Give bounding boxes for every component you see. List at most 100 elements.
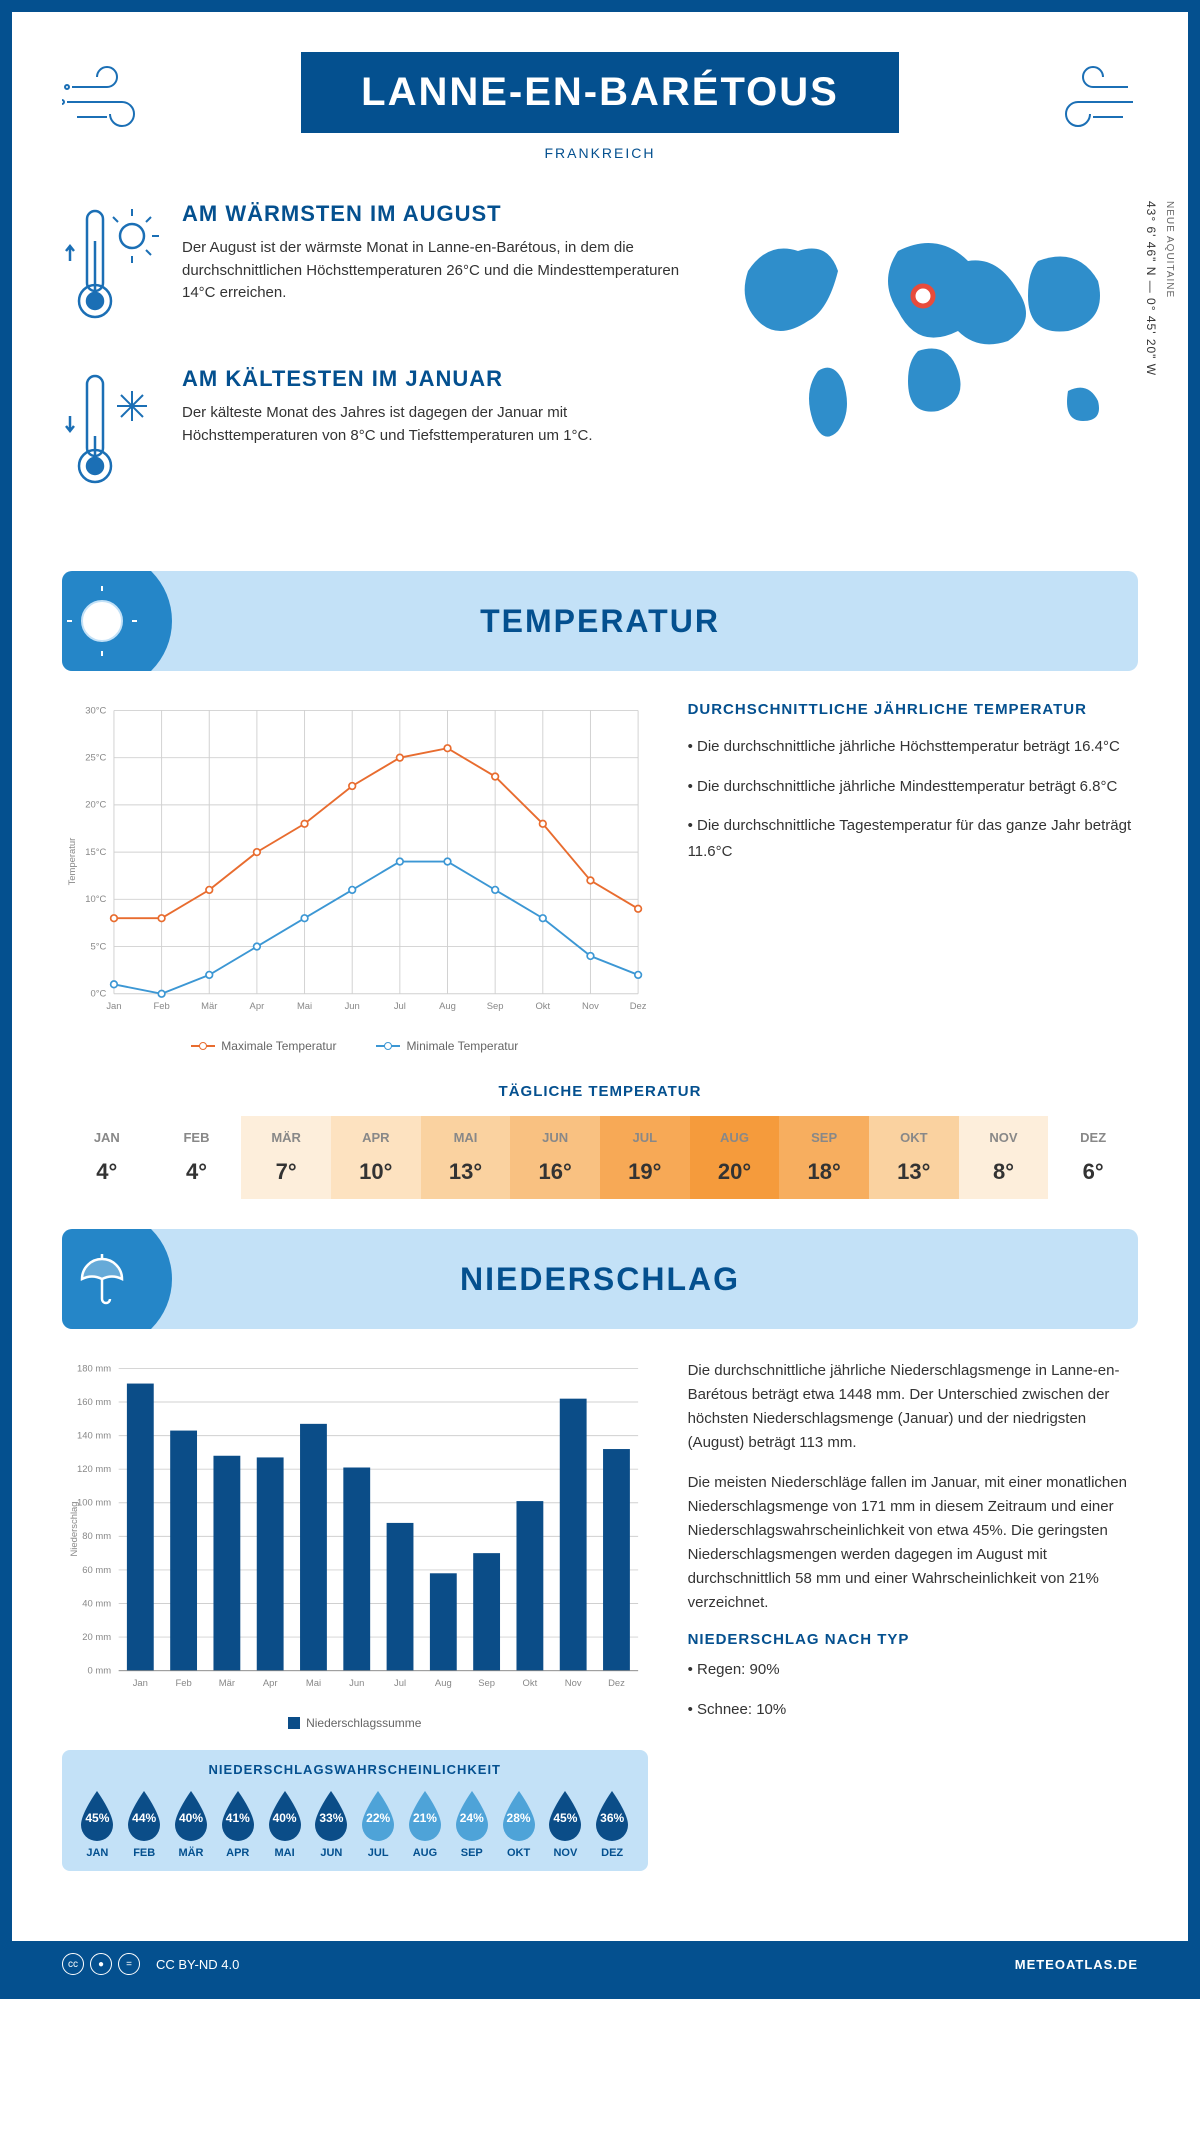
- page-frame: LANNE-EN-BARÉTOUS FRANKREICH AM WÄRMSTEN…: [0, 0, 1200, 1999]
- svg-text:Sep: Sep: [487, 1001, 504, 1012]
- svg-text:160 mm: 160 mm: [77, 1397, 111, 1408]
- warmest-title: AM WÄRMSTEN IM AUGUST: [182, 201, 688, 227]
- warmest-fact: AM WÄRMSTEN IM AUGUST Der August ist der…: [62, 201, 688, 336]
- daily-cell: OKT 13°: [869, 1116, 959, 1199]
- precipitation-banner: NIEDERSCHLAG: [62, 1229, 1138, 1329]
- svg-text:15°C: 15°C: [85, 847, 106, 858]
- coordinates: 43° 6' 46" N — 0° 45' 20" W: [1144, 201, 1158, 376]
- umbrella-icon: [62, 1229, 172, 1329]
- probability-drop: 36% DEZ: [591, 1789, 633, 1859]
- by-icon: ●: [90, 1953, 112, 1975]
- temp-bullet: • Die durchschnittliche jährliche Höchst…: [688, 734, 1138, 760]
- svg-text:Apr: Apr: [250, 1001, 265, 1012]
- svg-text:Nov: Nov: [582, 1001, 599, 1012]
- svg-text:Mai: Mai: [297, 1001, 312, 1012]
- nd-icon: =: [118, 1953, 140, 1975]
- svg-text:Niederschlag: Niederschlag: [69, 1502, 80, 1557]
- cc-icon: cc: [62, 1953, 84, 1975]
- svg-text:Jan: Jan: [106, 1001, 121, 1012]
- site-name: METEOATLAS.DE: [1015, 1957, 1138, 1972]
- temp-bullet: • Die durchschnittliche jährliche Mindes…: [688, 774, 1138, 800]
- svg-text:Aug: Aug: [435, 1678, 452, 1689]
- svg-text:Jun: Jun: [345, 1001, 360, 1012]
- country-label: FRANKREICH: [62, 145, 1138, 161]
- svg-text:Sep: Sep: [478, 1678, 495, 1689]
- thermometer-sun-icon: [62, 201, 162, 336]
- svg-text:Dez: Dez: [630, 1001, 647, 1012]
- daily-cell: SEP 18°: [779, 1116, 869, 1199]
- license-text: CC BY-ND 4.0: [156, 1957, 239, 1972]
- svg-text:Feb: Feb: [175, 1678, 191, 1689]
- precipitation-content: 0 mm20 mm40 mm60 mm80 mm100 mm120 mm140 …: [62, 1359, 1138, 1871]
- precipitation-text: Die durchschnittliche jährliche Niedersc…: [688, 1359, 1138, 1871]
- legend-min: Minimale Temperatur: [376, 1039, 518, 1053]
- daily-cell: APR 10°: [331, 1116, 421, 1199]
- legend-precip: Niederschlagssumme: [288, 1716, 421, 1730]
- svg-text:Okt: Okt: [523, 1678, 538, 1689]
- probability-drop: 40% MAI: [264, 1789, 306, 1859]
- svg-text:30°C: 30°C: [85, 705, 106, 716]
- section-title: NIEDERSCHLAG: [62, 1261, 1138, 1298]
- svg-text:20°C: 20°C: [85, 800, 106, 811]
- probability-drop: 24% SEP: [451, 1789, 493, 1859]
- svg-text:Mär: Mär: [219, 1678, 235, 1689]
- footer: cc ● = CC BY-ND 4.0 METEOATLAS.DE: [12, 1941, 1188, 1987]
- temp-info-title: DURCHSCHNITTLICHE JÄHRLICHE TEMPERATUR: [688, 701, 1138, 718]
- probability-drop: 41% APR: [217, 1789, 259, 1859]
- license: cc ● = CC BY-ND 4.0: [62, 1953, 239, 1975]
- probability-drop: 28% OKT: [498, 1789, 540, 1859]
- temperature-info: DURCHSCHNITTLICHE JÄHRLICHE TEMPERATUR •…: [688, 701, 1138, 1053]
- svg-text:Feb: Feb: [153, 1001, 169, 1012]
- coldest-fact: AM KÄLTESTEN IM JANUAR Der kälteste Mona…: [62, 366, 688, 501]
- svg-text:Okt: Okt: [535, 1001, 550, 1012]
- precipitation-chart: 0 mm20 mm40 mm60 mm80 mm100 mm120 mm140 …: [62, 1359, 648, 1730]
- svg-text:Nov: Nov: [565, 1678, 582, 1689]
- precip-type-bullet: • Regen: 90%: [688, 1658, 1138, 1682]
- svg-text:Aug: Aug: [439, 1001, 456, 1012]
- probability-drop: 40% MÄR: [170, 1789, 212, 1859]
- daily-temp-grid: JAN 4° FEB 4° MÄR 7° APR 10° MAI 13° JUN…: [62, 1116, 1138, 1199]
- title-banner: LANNE-EN-BARÉTOUS: [301, 52, 899, 133]
- daily-temp-title: TÄGLICHE TEMPERATUR: [62, 1083, 1138, 1100]
- svg-text:Jul: Jul: [394, 1001, 406, 1012]
- svg-text:100 mm: 100 mm: [77, 1498, 111, 1509]
- probability-box: NIEDERSCHLAGSWAHRSCHEINLICHKEIT 45% JAN …: [62, 1750, 648, 1871]
- probability-title: NIEDERSCHLAGSWAHRSCHEINLICHKEIT: [74, 1762, 636, 1777]
- wind-icon: [62, 62, 172, 137]
- svg-text:25°C: 25°C: [85, 752, 106, 763]
- sun-icon: [62, 571, 172, 671]
- svg-text:Dez: Dez: [608, 1678, 625, 1689]
- precip-para: Die meisten Niederschläge fallen im Janu…: [688, 1471, 1138, 1615]
- svg-text:5°C: 5°C: [91, 941, 107, 952]
- daily-cell: NOV 8°: [959, 1116, 1049, 1199]
- coldest-body: Der kälteste Monat des Jahres ist dagege…: [182, 402, 688, 447]
- svg-text:140 mm: 140 mm: [77, 1431, 111, 1442]
- precip-para: Die durchschnittliche jährliche Niedersc…: [688, 1359, 1138, 1455]
- precip-type-title: NIEDERSCHLAG NACH TYP: [688, 1631, 1138, 1648]
- daily-cell: MÄR 7°: [241, 1116, 331, 1199]
- world-map: 43° 6' 46" N — 0° 45' 20" W NEUE AQUITAI…: [718, 201, 1138, 531]
- probability-drop: 45% JAN: [76, 1789, 118, 1859]
- svg-text:10°C: 10°C: [85, 894, 106, 905]
- coldest-title: AM KÄLTESTEN IM JANUAR: [182, 366, 688, 392]
- svg-text:Mai: Mai: [306, 1678, 321, 1689]
- svg-text:80 mm: 80 mm: [82, 1531, 111, 1542]
- precip-type-bullet: • Schnee: 10%: [688, 1698, 1138, 1722]
- probability-drop: 44% FEB: [123, 1789, 165, 1859]
- svg-text:20 mm: 20 mm: [82, 1632, 111, 1643]
- probability-drop: 21% AUG: [404, 1789, 446, 1859]
- header: LANNE-EN-BARÉTOUS FRANKREICH: [62, 52, 1138, 161]
- svg-text:Jan: Jan: [133, 1678, 148, 1689]
- probability-drop: 33% JUN: [310, 1789, 352, 1859]
- daily-cell: JUN 16°: [510, 1116, 600, 1199]
- svg-text:Mär: Mär: [201, 1001, 217, 1012]
- daily-cell: FEB 4°: [152, 1116, 242, 1199]
- wind-icon: [1028, 62, 1138, 137]
- warmest-body: Der August ist der wärmste Monat in Lann…: [182, 237, 688, 305]
- svg-text:Jun: Jun: [349, 1678, 364, 1689]
- svg-text:40 mm: 40 mm: [82, 1598, 111, 1609]
- summary-row: AM WÄRMSTEN IM AUGUST Der August ist der…: [62, 201, 1138, 531]
- thermometer-snow-icon: [62, 366, 162, 501]
- daily-cell: JAN 4°: [62, 1116, 152, 1199]
- daily-cell: DEZ 6°: [1048, 1116, 1138, 1199]
